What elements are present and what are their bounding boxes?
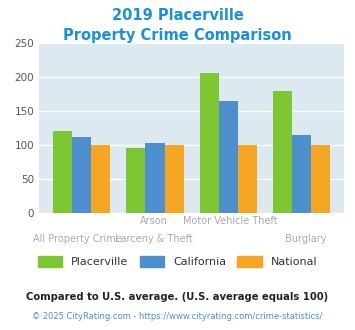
- Bar: [72, 137, 91, 213]
- Bar: [53, 131, 72, 213]
- Bar: [273, 91, 292, 213]
- Text: Burglary: Burglary: [285, 234, 327, 244]
- Bar: [126, 148, 146, 213]
- Bar: [164, 145, 184, 213]
- Bar: [200, 74, 219, 213]
- Text: © 2025 CityRating.com - https://www.cityrating.com/crime-statistics/: © 2025 CityRating.com - https://www.city…: [32, 312, 323, 321]
- Text: Compared to U.S. average. (U.S. average equals 100): Compared to U.S. average. (U.S. average …: [26, 292, 329, 302]
- Text: Motor Vehicle Theft: Motor Vehicle Theft: [182, 216, 277, 226]
- Bar: [91, 145, 110, 213]
- Bar: [146, 143, 164, 213]
- Text: All Property Crime: All Property Crime: [33, 234, 121, 244]
- Text: 2019 Placerville: 2019 Placerville: [111, 8, 244, 23]
- Bar: [292, 135, 311, 213]
- Text: Property Crime Comparison: Property Crime Comparison: [63, 28, 292, 43]
- Bar: [238, 145, 257, 213]
- Text: Arson: Arson: [140, 216, 168, 226]
- Bar: [311, 145, 331, 213]
- Bar: [219, 101, 238, 213]
- Text: Larceny & Theft: Larceny & Theft: [115, 234, 192, 244]
- Legend: Placerville, California, National: Placerville, California, National: [33, 251, 322, 271]
